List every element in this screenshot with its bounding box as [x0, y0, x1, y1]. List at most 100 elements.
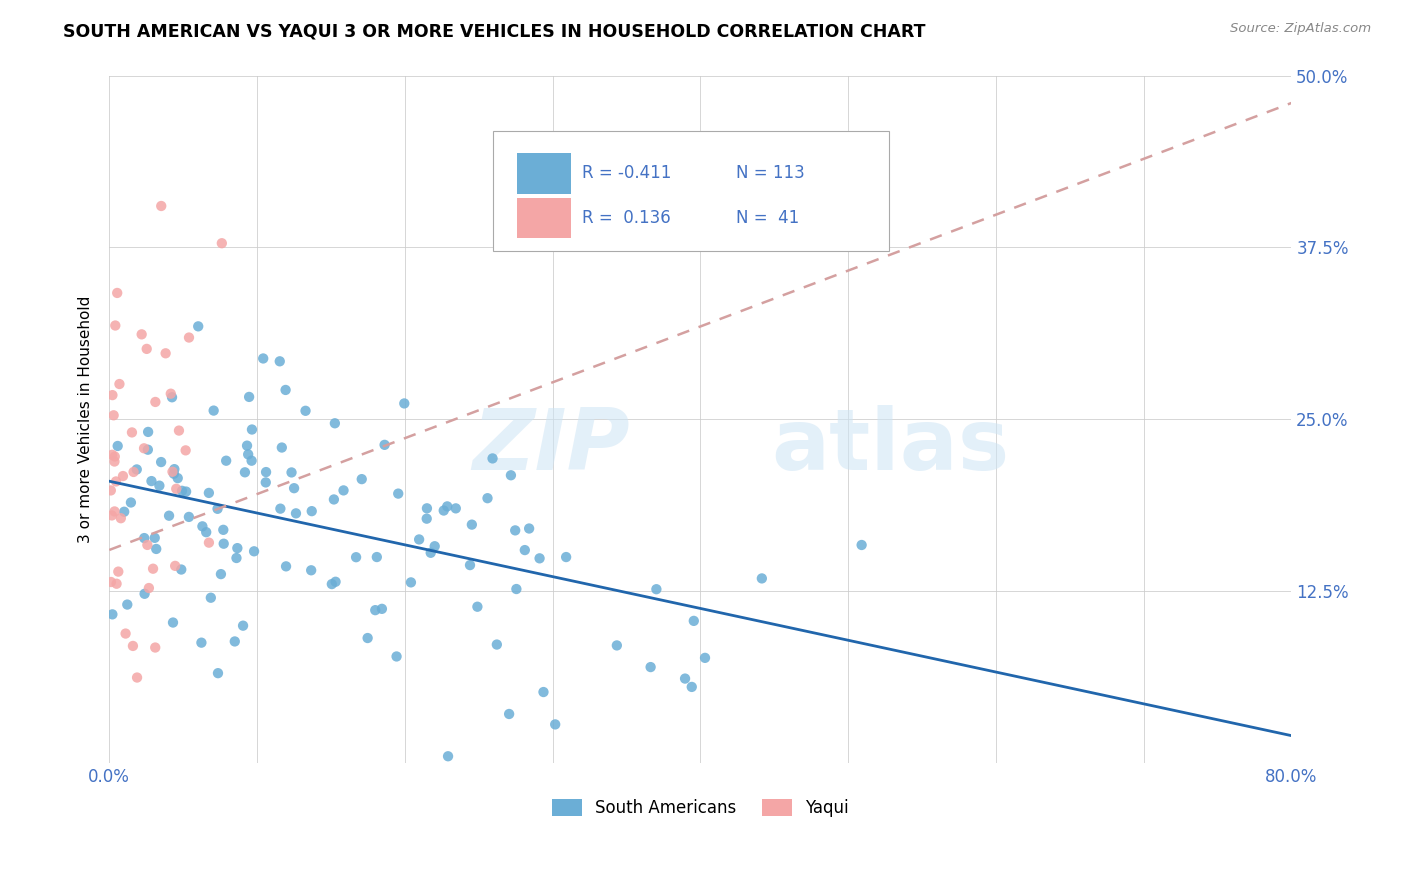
- Yaqui: [155, 346, 177, 360]
- Yaqui: [100, 483, 122, 498]
- South Americans: [163, 467, 186, 481]
- South Americans: [101, 607, 124, 622]
- Yaqui: [108, 377, 131, 392]
- South Americans: [226, 541, 249, 555]
- South Americans: [190, 635, 212, 649]
- South Americans: [224, 634, 246, 648]
- Yaqui: [103, 409, 125, 423]
- South Americans: [112, 505, 135, 519]
- South Americans: [134, 531, 156, 545]
- Text: N = 113: N = 113: [735, 164, 804, 182]
- Text: ZIP: ZIP: [472, 405, 630, 488]
- South Americans: [254, 475, 277, 490]
- South Americans: [544, 717, 567, 731]
- South Americans: [321, 577, 343, 591]
- South Americans: [177, 510, 200, 524]
- South Americans: [240, 453, 263, 467]
- Yaqui: [142, 562, 165, 576]
- South Americans: [143, 531, 166, 545]
- South Americans: [212, 537, 235, 551]
- South Americans: [283, 481, 305, 495]
- South Americans: [485, 638, 508, 652]
- Yaqui: [136, 538, 159, 552]
- South Americans: [274, 383, 297, 397]
- South Americans: [207, 501, 229, 516]
- Yaqui: [101, 448, 124, 462]
- South Americans: [415, 511, 437, 525]
- FancyBboxPatch shape: [494, 130, 890, 251]
- Yaqui: [143, 640, 166, 655]
- South Americans: [498, 706, 520, 721]
- South Americans: [533, 685, 555, 699]
- South Americans: [120, 495, 142, 509]
- South Americans: [366, 549, 388, 564]
- South Americans: [423, 539, 446, 553]
- South Americans: [356, 631, 378, 645]
- Yaqui: [110, 511, 132, 525]
- South Americans: [285, 507, 308, 521]
- South Americans: [107, 439, 129, 453]
- South Americans: [170, 483, 193, 498]
- South Americans: [505, 582, 527, 596]
- South Americans: [555, 550, 578, 565]
- South Americans: [134, 587, 156, 601]
- South Americans: [163, 462, 186, 476]
- Yaqui: [103, 454, 125, 468]
- South Americans: [444, 501, 467, 516]
- South Americans: [673, 672, 696, 686]
- South Americans: [751, 571, 773, 585]
- South Americans: [529, 551, 551, 566]
- Text: SOUTH AMERICAN VS YAQUI 3 OR MORE VEHICLES IN HOUSEHOLD CORRELATION CHART: SOUTH AMERICAN VS YAQUI 3 OR MORE VEHICL…: [63, 22, 925, 40]
- South Americans: [332, 483, 354, 498]
- South Americans: [270, 441, 292, 455]
- South Americans: [225, 551, 247, 566]
- Yaqui: [105, 285, 128, 300]
- South Americans: [236, 439, 259, 453]
- FancyBboxPatch shape: [517, 153, 571, 194]
- Yaqui: [145, 395, 167, 409]
- South Americans: [136, 442, 159, 457]
- Yaqui: [165, 558, 187, 573]
- South Americans: [209, 567, 232, 582]
- South Americans: [399, 575, 422, 590]
- South Americans: [215, 453, 238, 467]
- FancyBboxPatch shape: [517, 198, 571, 238]
- South Americans: [513, 543, 536, 558]
- South Americans: [243, 544, 266, 558]
- South Americans: [252, 351, 274, 366]
- Text: R = -0.411: R = -0.411: [582, 164, 672, 182]
- South Americans: [150, 455, 173, 469]
- Text: Source: ZipAtlas.com: Source: ZipAtlas.com: [1230, 22, 1371, 36]
- South Americans: [125, 462, 148, 476]
- Yaqui: [159, 386, 181, 401]
- South Americans: [207, 666, 229, 681]
- South Americans: [364, 603, 387, 617]
- South Americans: [212, 523, 235, 537]
- Yaqui: [177, 330, 200, 344]
- Yaqui: [122, 465, 145, 479]
- South Americans: [640, 660, 662, 674]
- Yaqui: [100, 574, 122, 589]
- South Americans: [162, 615, 184, 630]
- South Americans: [503, 524, 526, 538]
- South Americans: [269, 354, 291, 368]
- South Americans: [419, 546, 441, 560]
- South Americans: [322, 492, 344, 507]
- South Americans: [117, 598, 139, 612]
- South Americans: [299, 563, 322, 577]
- South Americans: [280, 466, 302, 480]
- Yaqui: [104, 450, 127, 464]
- Yaqui: [114, 626, 136, 640]
- South Americans: [136, 425, 159, 439]
- Yaqui: [105, 475, 128, 489]
- South Americans: [240, 423, 263, 437]
- South Americans: [461, 517, 484, 532]
- Yaqui: [111, 469, 134, 483]
- South Americans: [436, 500, 458, 514]
- South Americans: [606, 639, 628, 653]
- Yaqui: [162, 465, 184, 479]
- Yaqui: [131, 327, 153, 342]
- South Americans: [851, 538, 873, 552]
- South Americans: [371, 602, 394, 616]
- South Americans: [148, 478, 170, 492]
